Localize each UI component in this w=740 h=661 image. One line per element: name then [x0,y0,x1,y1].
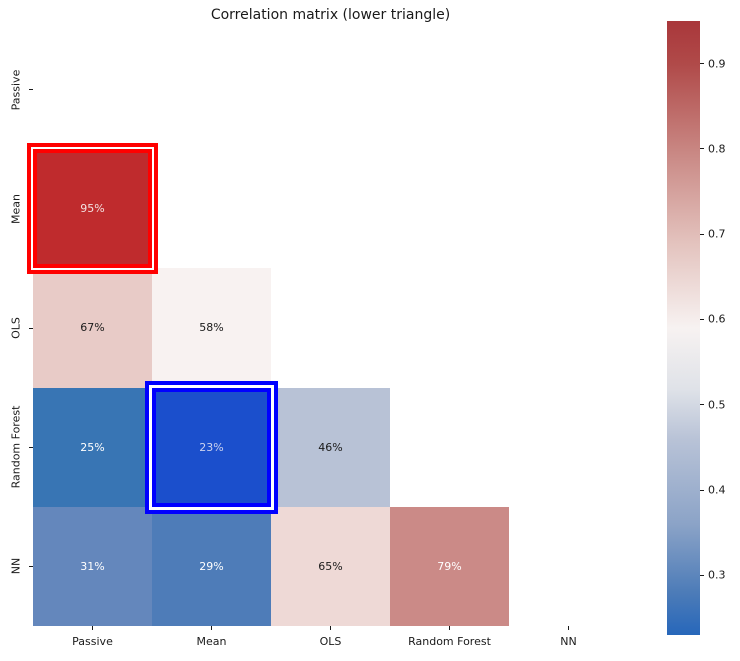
colorbar-tick-mark [700,489,704,491]
heatmap-cell-random-forest-passive: 25% [33,387,152,507]
colorbar-tick-mark [700,318,704,320]
colorbar [667,21,700,635]
colorbar-tick-label: 0.8 [708,142,726,156]
colorbar-tick-label: 0.4 [708,483,726,497]
x-axis-tick-mark [92,626,93,630]
heatmap-cell-mean-passive: 95% [33,149,152,269]
x-axis-label-ols: OLS [319,635,342,648]
heatmap-cell-ols-passive: 67% [33,268,152,388]
x-axis-tick-mark [330,626,331,630]
cell-value-label: 31% [80,559,105,573]
x-axis-label-random-forest: Random Forest [408,635,491,648]
cell-value-label: 23% [199,440,224,454]
x-axis-tick-mark [211,626,212,630]
cell-value-label: 67% [80,321,105,335]
heatmap-cell-random-forest-ols: 46% [271,387,390,507]
x-axis-tick-mark [568,626,569,630]
colorbar-tick-mark [700,404,704,406]
heatmap-cell-nn-ols: 65% [271,506,390,626]
cell-value-label: 46% [318,440,343,454]
y-axis-label-passive: Passive [9,69,23,110]
colorbar-tick-mark [700,63,704,65]
y-axis-label-mean: Mean [9,193,23,224]
cell-value-label: 95% [80,202,105,216]
colorbar-tick-label: 0.9 [708,57,726,71]
heatmap-cell-nn-mean: 29% [152,506,271,626]
heatmap-cell-nn-random-forest: 79% [390,506,509,626]
cell-value-label: 79% [437,559,462,573]
y-axis-tick-mark [29,565,33,567]
y-axis-tick-mark [29,208,33,210]
cell-value-label: 29% [199,559,224,573]
colorbar-tick-mark [700,233,704,235]
x-axis-label-mean: Mean [196,635,227,648]
y-axis-label-random-forest: Random Forest [9,405,23,489]
y-axis-tick-mark [29,446,33,448]
cell-value-label: 58% [199,321,224,335]
y-axis-tick-mark [29,327,33,329]
colorbar-tick-label: 0.6 [708,312,726,326]
colorbar-tick-label: 0.3 [708,568,726,582]
x-axis-tick-mark [449,626,450,630]
y-axis-label-nn: NN [9,558,23,575]
cell-value-label: 65% [318,559,343,573]
heatmap-cell-random-forest-mean: 23% [152,387,271,507]
y-axis-tick-mark [29,89,33,91]
cell-value-label: 25% [80,440,105,454]
heatmap: 95% 67% 58% 25% 23% 46% 31% 29% 65% 79% [33,30,628,626]
chart-title: Correlation matrix (lower triangle) [210,7,451,23]
colorbar-tick-mark [700,574,704,576]
colorbar-tick-mark [700,148,704,150]
colorbar-tick-label: 0.7 [708,227,726,241]
heatmap-cell-nn-passive: 31% [33,506,152,626]
x-axis-label-passive: Passive [72,635,113,648]
colorbar-tick-label: 0.5 [708,398,726,412]
heatmap-cell-ols-mean: 58% [152,268,271,388]
y-axis-label-ols: OLS [9,317,23,339]
x-axis-label-nn: NN [560,635,577,648]
